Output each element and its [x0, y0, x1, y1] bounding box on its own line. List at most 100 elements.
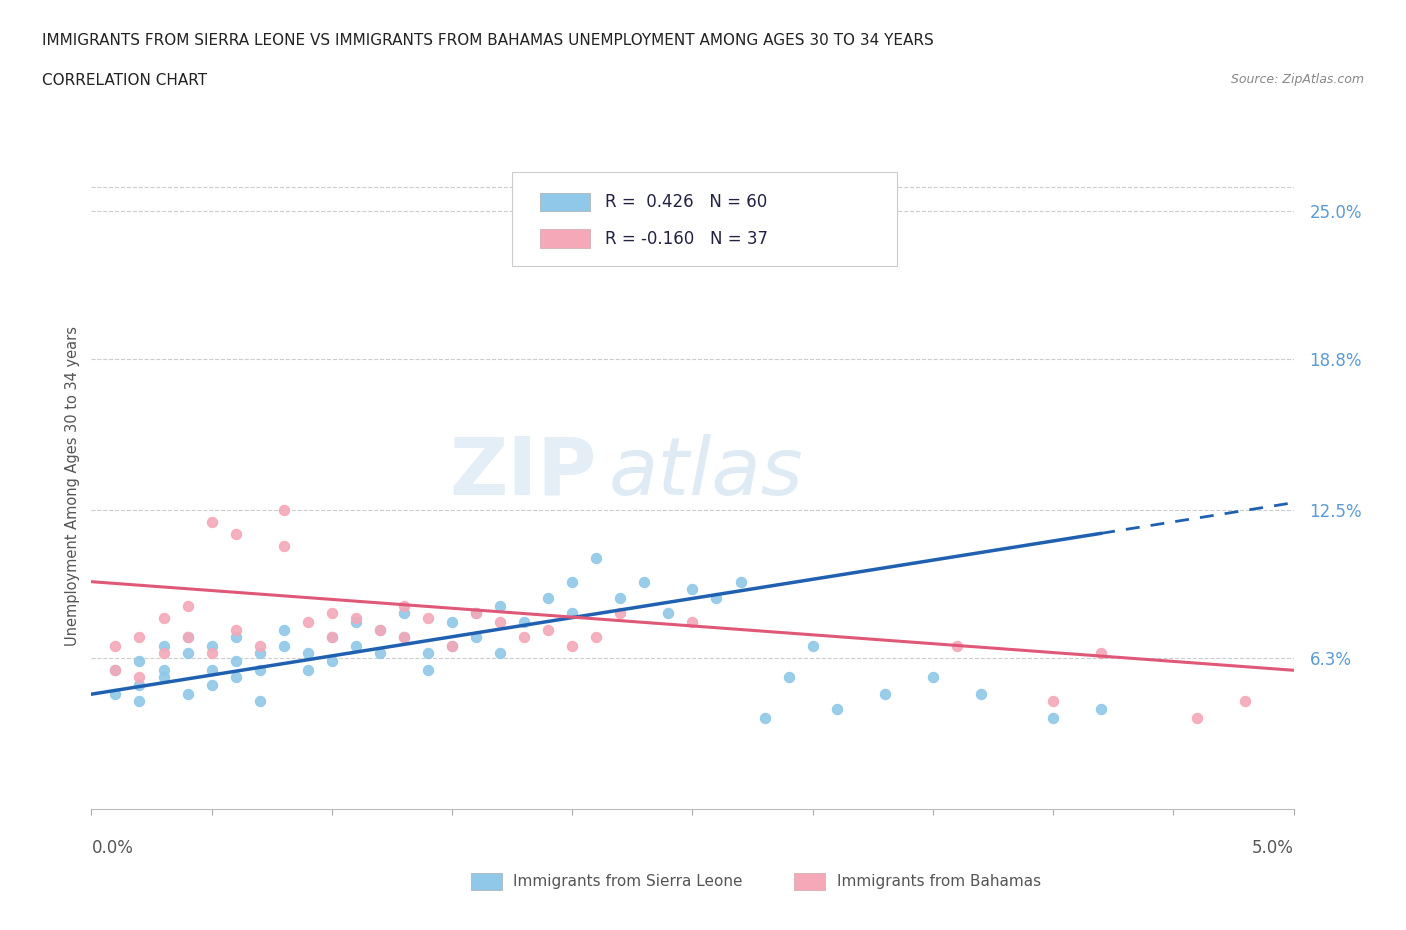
Point [225, 622, 247, 637]
Point [321, 630, 343, 644]
Text: R = -0.160   N = 37: R = -0.160 N = 37 [605, 230, 768, 247]
Point [344, 615, 367, 630]
Point [825, 701, 848, 716]
Point [1090, 701, 1112, 716]
Point [273, 639, 295, 654]
Point [1042, 711, 1064, 725]
Bar [540, 230, 591, 247]
Point [465, 605, 488, 620]
Point [104, 663, 127, 678]
Point [249, 694, 271, 709]
Point [465, 605, 488, 620]
Text: Immigrants from Bahamas: Immigrants from Bahamas [837, 874, 1040, 889]
Point [201, 639, 224, 654]
Point [321, 653, 343, 668]
Point [946, 639, 969, 654]
Text: CORRELATION CHART: CORRELATION CHART [42, 73, 207, 87]
Point [609, 591, 631, 605]
Point [1187, 711, 1209, 725]
Point [152, 610, 174, 625]
Point [416, 610, 439, 625]
Point [416, 646, 439, 661]
Point [321, 630, 343, 644]
Point [585, 630, 607, 644]
Point [489, 598, 512, 613]
Point [249, 663, 271, 678]
Point [176, 630, 198, 644]
Text: 5.0%: 5.0% [1251, 839, 1294, 857]
Point [465, 630, 488, 644]
Point [249, 639, 271, 654]
Point [1234, 694, 1257, 709]
Point [344, 639, 367, 654]
Text: Source: ZipAtlas.com: Source: ZipAtlas.com [1230, 73, 1364, 86]
Point [273, 538, 295, 553]
Point [104, 686, 127, 701]
Point [152, 646, 174, 661]
Point [152, 670, 174, 684]
Point [128, 670, 150, 684]
Point [561, 574, 583, 589]
Point [225, 670, 247, 684]
Point [368, 622, 391, 637]
Point [392, 605, 415, 620]
Point [609, 605, 631, 620]
Point [273, 622, 295, 637]
Point [128, 630, 150, 644]
Point [392, 630, 415, 644]
Text: R =  0.426   N = 60: R = 0.426 N = 60 [605, 193, 766, 211]
Point [297, 646, 319, 661]
Point [104, 639, 127, 654]
Text: Immigrants from Sierra Leone: Immigrants from Sierra Leone [513, 874, 742, 889]
Point [922, 670, 945, 684]
Point [754, 711, 776, 725]
Point [176, 630, 198, 644]
Point [392, 630, 415, 644]
Point [970, 686, 993, 701]
Point [873, 686, 896, 701]
Point [440, 639, 463, 654]
Bar [540, 193, 591, 211]
Text: ZIP: ZIP [449, 434, 596, 512]
Point [152, 663, 174, 678]
Point [537, 622, 560, 637]
Point [416, 663, 439, 678]
Point [706, 591, 728, 605]
Point [537, 591, 560, 605]
Point [297, 663, 319, 678]
Point [730, 574, 752, 589]
Point [513, 615, 536, 630]
Point [633, 574, 655, 589]
Point [201, 663, 224, 678]
Point [128, 694, 150, 709]
Point [128, 653, 150, 668]
Point [1090, 646, 1112, 661]
Point [801, 639, 824, 654]
Point [489, 646, 512, 661]
Point [392, 598, 415, 613]
Point [368, 646, 391, 661]
Point [440, 615, 463, 630]
Point [321, 605, 343, 620]
Point [297, 615, 319, 630]
Point [681, 581, 703, 596]
Text: IMMIGRANTS FROM SIERRA LEONE VS IMMIGRANTS FROM BAHAMAS UNEMPLOYMENT AMONG AGES : IMMIGRANTS FROM SIERRA LEONE VS IMMIGRAN… [42, 33, 934, 47]
Point [440, 639, 463, 654]
Point [225, 630, 247, 644]
Point [225, 653, 247, 668]
Point [273, 502, 295, 517]
Point [152, 639, 174, 654]
Point [368, 622, 391, 637]
Point [1042, 694, 1064, 709]
Point [489, 615, 512, 630]
FancyBboxPatch shape [512, 172, 897, 266]
Point [225, 526, 247, 541]
Point [344, 610, 367, 625]
Point [249, 646, 271, 661]
Point [128, 677, 150, 692]
Point [561, 605, 583, 620]
Y-axis label: Unemployment Among Ages 30 to 34 years: Unemployment Among Ages 30 to 34 years [65, 326, 80, 646]
Point [778, 670, 800, 684]
Text: atlas: atlas [609, 434, 803, 512]
Text: 0.0%: 0.0% [91, 839, 134, 857]
